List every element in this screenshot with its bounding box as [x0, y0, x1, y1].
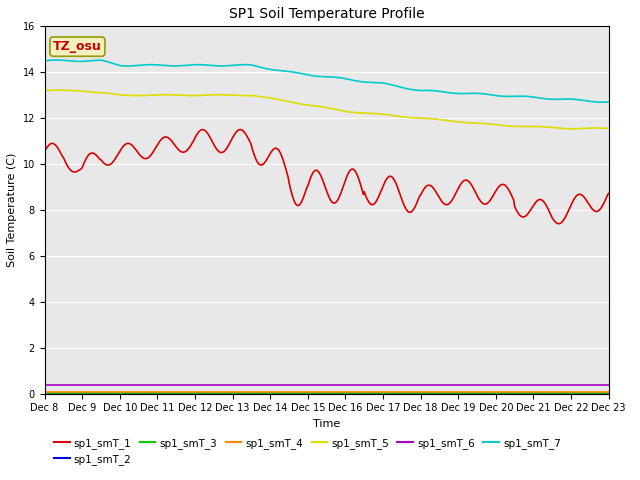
X-axis label: Time: Time — [313, 419, 340, 429]
sp1_smT_6 — [373, 382, 381, 388]
sp1_smT_4 — [41, 389, 49, 395]
sp1_smT_4 — [429, 389, 436, 395]
sp1_smT_5 — [554, 125, 561, 131]
sp1_smT_2 — [373, 390, 381, 396]
sp1_smT_7 — [41, 58, 49, 63]
Line: sp1_smT_1: sp1_smT_1 — [45, 130, 609, 224]
sp1_smT_5 — [54, 87, 61, 93]
Line: sp1_smT_7: sp1_smT_7 — [45, 60, 609, 102]
sp1_smT_1 — [319, 177, 326, 183]
sp1_smT_1 — [41, 149, 49, 155]
sp1_smT_1 — [555, 221, 563, 227]
sp1_smT_1 — [605, 191, 612, 196]
sp1_smT_7 — [319, 74, 326, 80]
sp1_smT_1 — [429, 185, 437, 191]
sp1_smT_7 — [554, 96, 561, 102]
sp1_smT_4 — [553, 389, 561, 395]
Title: SP1 Soil Temperature Profile: SP1 Soil Temperature Profile — [228, 7, 424, 21]
sp1_smT_7 — [374, 80, 381, 85]
sp1_smT_4 — [164, 389, 172, 395]
sp1_smT_2 — [553, 390, 561, 396]
sp1_smT_6 — [553, 382, 561, 388]
sp1_smT_2 — [189, 390, 196, 396]
sp1_smT_4 — [373, 389, 381, 395]
sp1_smT_3 — [605, 390, 612, 396]
sp1_smT_2 — [164, 390, 172, 396]
sp1_smT_4 — [318, 389, 326, 395]
sp1_smT_3 — [41, 390, 49, 396]
sp1_smT_1 — [199, 127, 207, 132]
sp1_smT_4 — [605, 389, 612, 395]
sp1_smT_6 — [189, 382, 196, 388]
sp1_smT_6 — [318, 382, 326, 388]
sp1_smT_2 — [41, 390, 49, 396]
sp1_smT_3 — [373, 390, 381, 396]
sp1_smT_5 — [319, 104, 326, 110]
sp1_smT_6 — [41, 382, 49, 388]
sp1_smT_2 — [429, 390, 436, 396]
sp1_smT_4 — [189, 389, 196, 395]
sp1_smT_5 — [429, 116, 437, 121]
sp1_smT_5 — [605, 126, 612, 132]
sp1_smT_6 — [429, 382, 436, 388]
sp1_smT_1 — [554, 221, 561, 227]
sp1_smT_3 — [553, 390, 561, 396]
sp1_smT_1 — [374, 196, 381, 202]
Y-axis label: Soil Temperature (C): Soil Temperature (C) — [7, 153, 17, 267]
sp1_smT_3 — [429, 390, 436, 396]
sp1_smT_5 — [165, 92, 173, 97]
sp1_smT_2 — [318, 390, 326, 396]
sp1_smT_7 — [165, 63, 173, 69]
sp1_smT_7 — [429, 88, 437, 94]
sp1_smT_1 — [189, 139, 196, 145]
sp1_smT_3 — [189, 390, 196, 396]
sp1_smT_5 — [567, 126, 575, 132]
sp1_smT_3 — [164, 390, 172, 396]
sp1_smT_6 — [605, 382, 612, 388]
sp1_smT_7 — [189, 62, 197, 68]
sp1_smT_1 — [164, 135, 172, 141]
Line: sp1_smT_5: sp1_smT_5 — [45, 90, 609, 129]
sp1_smT_2 — [605, 390, 612, 396]
Text: TZ_osu: TZ_osu — [53, 40, 102, 53]
sp1_smT_6 — [164, 382, 172, 388]
Legend: sp1_smT_1, sp1_smT_2, sp1_smT_3, sp1_smT_4, sp1_smT_5, sp1_smT_6, sp1_smT_7: sp1_smT_1, sp1_smT_2, sp1_smT_3, sp1_smT… — [50, 434, 565, 469]
sp1_smT_5 — [189, 93, 197, 98]
sp1_smT_7 — [52, 57, 60, 63]
sp1_smT_3 — [318, 390, 326, 396]
sp1_smT_5 — [374, 111, 381, 117]
sp1_smT_5 — [41, 88, 49, 94]
sp1_smT_7 — [605, 99, 612, 105]
sp1_smT_7 — [598, 99, 606, 105]
